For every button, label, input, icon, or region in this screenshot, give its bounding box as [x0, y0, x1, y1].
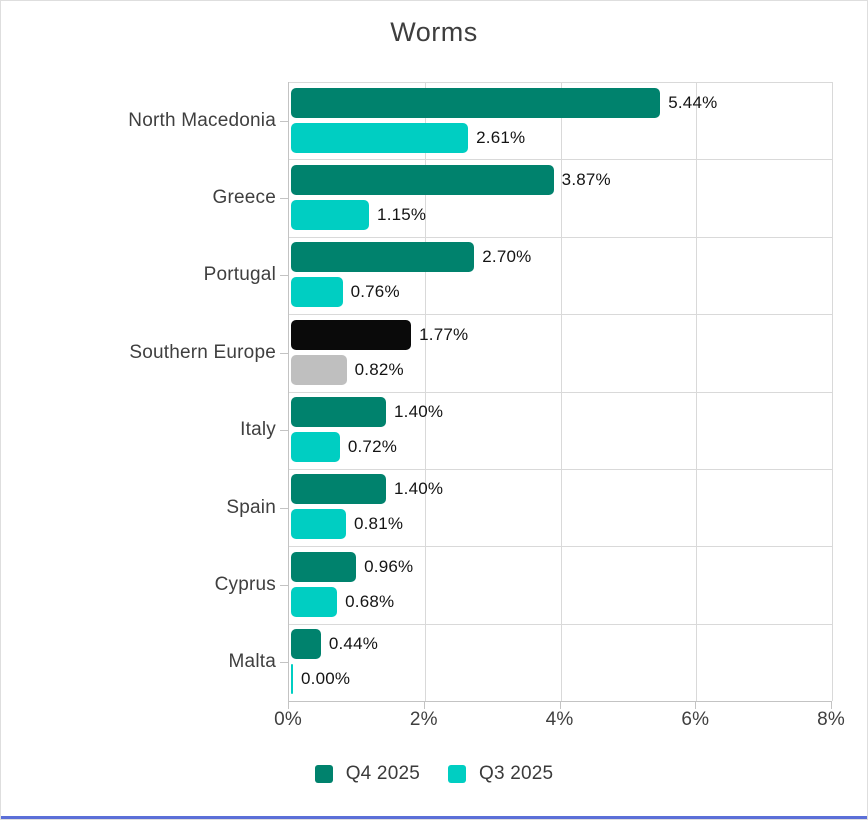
bar-value-label: 0.82% — [354, 359, 404, 379]
bar-value-label: 5.44% — [668, 92, 718, 112]
bar-q4-2025-spain — [291, 474, 387, 505]
bar-value-label: 0.00% — [301, 669, 351, 689]
x-axis-label: 4% — [545, 709, 574, 730]
bar-q4-2025-portugal — [291, 242, 475, 273]
bar-value-label: 1.77% — [419, 324, 469, 344]
x-axis-label: 0% — [274, 709, 302, 730]
legend: Q4 2025 Q3 2025 — [1, 763, 867, 785]
horizontal-gridline — [289, 546, 832, 548]
legend-label: Q4 2025 — [345, 763, 420, 784]
bar-q4-2025-north-macedonia — [291, 87, 661, 118]
category-label-malta: Malta — [228, 651, 276, 673]
chart-title: Worms — [390, 17, 478, 47]
legend-item-q3-2025: Q3 2025 — [448, 763, 553, 785]
x-axis-label: 8% — [817, 709, 845, 730]
bar-value-label: 0.68% — [345, 591, 395, 611]
category-label-spain: Spain — [226, 496, 276, 518]
bar-value-label: 0.76% — [350, 282, 400, 302]
vertical-gridline — [832, 82, 833, 701]
legend-swatch-q3-2025 — [448, 765, 466, 783]
category-label-italy: Italy — [240, 419, 276, 441]
bar-value-label: 0.72% — [347, 437, 398, 456]
bar-value-label: 0.44% — [328, 634, 379, 654]
legend-label: Q3 2025 — [479, 763, 554, 784]
bar-q4-2025-southern-europe — [291, 319, 412, 350]
bottom-accent-line — [1, 816, 867, 819]
bar-q4-2025-greece — [291, 164, 554, 195]
horizontal-gridline — [289, 314, 832, 316]
x-axis-tick — [288, 702, 289, 709]
bar-value-label: 2.70% — [482, 247, 532, 267]
x-axis-label: 6% — [681, 709, 710, 730]
horizontal-gridline — [289, 468, 832, 470]
bar-q3-2025-spain — [291, 509, 346, 540]
x-axis-tick — [423, 702, 425, 709]
category-axis-tick — [280, 120, 288, 122]
bar-q3-2025-portugal — [291, 277, 343, 308]
bar-value-label: 2.61% — [476, 127, 526, 147]
horizontal-gridline — [289, 159, 832, 161]
bar-value-label: 1.15% — [377, 204, 427, 224]
bar-value-label: 1.40% — [394, 402, 444, 421]
category-axis-tick — [280, 584, 288, 586]
legend-swatch-q4-2025 — [314, 765, 333, 783]
category-label-southern-europe: Southern Europe — [129, 341, 276, 363]
bar-q4-2025-italy — [291, 397, 387, 427]
bar-q4-2025-cyprus — [291, 551, 357, 582]
horizontal-gridline — [289, 623, 832, 625]
category-axis-tick — [280, 662, 288, 664]
horizontal-gridline — [289, 391, 832, 393]
bar-q4-2025-malta — [291, 629, 321, 660]
plot-area: 5.44% 2.61% 3.87% 1.15% 2.70% 0.76% 1.77% 0.82%… — [288, 82, 833, 702]
category-axis-tick — [280, 275, 288, 277]
bar-q3-2025-greece — [291, 199, 370, 230]
x-axis-label: 2% — [409, 709, 438, 730]
horizontal-gridline — [289, 236, 832, 238]
category-label-north-macedonia: North Macedonia — [128, 109, 276, 131]
x-axis-tick — [559, 702, 561, 709]
legend-item-q4-2025: Q4 2025 — [314, 763, 420, 785]
bar-q3-2025-malta — [291, 664, 293, 695]
x-axis-tick — [695, 702, 697, 709]
category-axis-tick — [280, 430, 288, 432]
category-axis-tick — [280, 198, 288, 200]
bar-value-label: 3.87% — [561, 169, 611, 189]
x-axis-tick — [831, 702, 832, 709]
bar-q3-2025-north-macedonia — [291, 122, 469, 153]
bar-q3-2025-italy — [291, 432, 340, 462]
category-label-greece: Greece — [212, 187, 276, 209]
bar-q3-2025-cyprus — [291, 586, 338, 617]
bar-value-label: 0.96% — [364, 556, 414, 576]
bar-q3-2025-southern-europe — [291, 354, 347, 385]
category-axis-tick — [280, 352, 288, 354]
category-axis-tick — [280, 507, 288, 509]
category-label-portugal: Portugal — [203, 264, 276, 286]
category-label-cyprus: Cyprus — [214, 573, 276, 595]
horizontal-gridline — [289, 82, 832, 83]
bar-value-label: 0.81% — [353, 514, 404, 534]
bar-value-label: 1.40% — [394, 479, 444, 499]
